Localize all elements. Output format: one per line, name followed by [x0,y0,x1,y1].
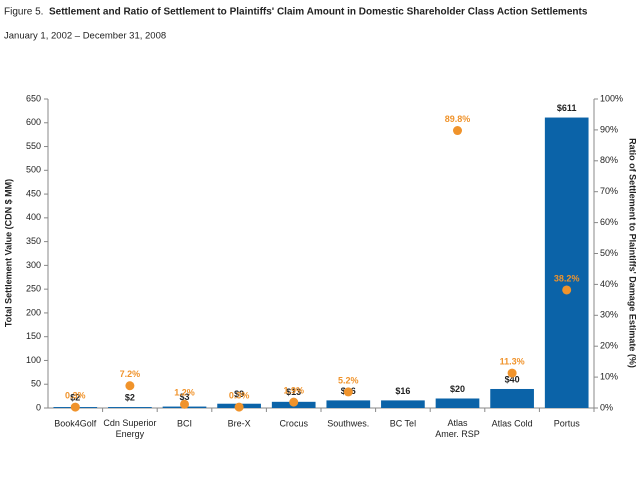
y-tick-label: 350 [26,236,41,246]
ratio-point [234,402,244,412]
y2-tick-label: 100% [600,93,623,103]
y2-tick-label: 10% [600,371,618,381]
y2-tick-label: 0% [600,402,613,412]
ratio-value-label: 38.2% [554,273,580,283]
ratio-value-label: 7.2% [120,369,141,379]
chart-subtitle: January 1, 2002 – December 31, 2008 [4,31,166,42]
ratio-point [562,285,572,295]
bar-value-label: $13 [286,387,301,397]
y-tick-label: 50 [31,379,41,389]
y-tick-label: 550 [26,141,41,151]
y-axis-title: Total Settlement Value (CDN $ MM) [3,179,13,327]
ratio-point [125,381,135,391]
y2-tick-label: 70% [600,186,618,196]
y2-axis-title: Ratio of Settlement to Plaintiffs' Damag… [628,138,638,368]
y2-tick-label: 30% [600,310,618,320]
y-tick-label: 600 [26,117,41,127]
x-tick-label: Atlas Amer. RSP [435,418,480,439]
x-tick-label: Southwes. [327,418,369,428]
y-tick-label: 100 [26,355,41,365]
chart-title: Settlement and Ratio of Settlement to Pl… [49,7,588,18]
bar [326,400,371,408]
bar-value-label: $20 [450,384,465,394]
ratio-point [70,402,80,412]
ratio-value-label: 5.2% [338,375,359,385]
y2-tick-label: 20% [600,341,618,351]
y2-tick-label: 40% [600,279,618,289]
y-tick-label: 400 [26,212,41,222]
ratio-value-label: 1.2% [174,388,195,398]
bar [435,398,480,408]
x-tick-label: Crocus [279,418,308,428]
bar-value-label: $3 [179,392,189,402]
bar-value-label: $2 [125,392,135,402]
bar-value-label: $40 [505,374,520,384]
x-tick-label: BC Tel [390,418,416,428]
bar [544,117,589,408]
x-tick-label: Atlas Cold [492,418,533,428]
ratio-value-label: 0.3% [65,390,86,400]
y2-tick-label: 50% [600,248,618,258]
y-tick-label: 650 [26,93,41,103]
ratio-point [180,399,189,409]
y2-tick-label: 90% [600,124,618,134]
ratio-point [343,387,353,397]
bar-value-label: $16 [395,386,410,396]
bar [108,407,152,408]
y2-tick-label: 60% [600,217,618,227]
y-tick-label: 200 [26,307,41,317]
ratio-point [507,368,517,378]
x-tick-label: Cdn Superior Energy [103,418,156,439]
figure-label: Figure 5. [4,7,43,18]
x-tick-label: Portus [554,418,581,428]
y-tick-label: 0 [36,402,41,412]
ratio-point [453,126,462,136]
bar-value-label: $9 [234,389,244,399]
ratio-value-label: 0.3% [229,390,250,400]
bar [490,388,534,408]
x-tick-label: BCI [177,418,192,428]
ratio-value-label: 1.9% [283,386,304,396]
x-tick-label: Book4Golf [54,418,97,428]
bar-value-label: $611 [557,103,577,113]
y-tick-label: 250 [26,284,41,294]
y-tick-label: 150 [26,331,41,341]
ratio-value-label: 89.8% [445,114,471,124]
bar-value-label: $2 [70,392,80,402]
x-tick-label: Bre-X [228,418,251,428]
ratio-point [289,397,299,407]
y2-tick-label: 80% [600,155,618,165]
bar [381,400,425,408]
y-tick-label: 500 [26,165,41,175]
y-tick-label: 300 [26,260,41,270]
y-tick-label: 450 [26,188,41,198]
ratio-value-label: 11.3% [500,356,525,366]
